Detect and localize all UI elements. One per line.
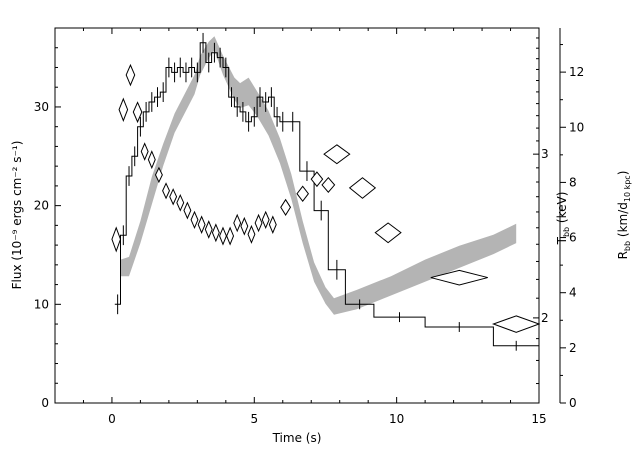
tbb-diamond-point <box>140 142 149 161</box>
tbb-diamond-point <box>132 101 143 124</box>
rbb-axis-label: Rbb (km/d10 kpc) <box>616 171 632 260</box>
tbb-diamond-point <box>125 63 136 87</box>
tbb-diamond-point <box>348 177 377 199</box>
rbb-tick-label: 10 <box>569 120 584 134</box>
y-tick-label: 0 <box>41 396 49 410</box>
axes-ticks <box>55 28 566 404</box>
rbb-tick-label: 6 <box>569 231 577 245</box>
tbb-diamond-point <box>247 224 256 244</box>
rbb-tick-label: 4 <box>569 286 577 300</box>
rbb-tick-label: 2 <box>569 341 577 355</box>
x-tick-label: 10 <box>389 412 404 426</box>
tbb-diamond-point <box>147 150 156 170</box>
plot-frame <box>54 27 540 404</box>
tbb-diamond-point <box>219 226 227 246</box>
tbb-diamond-point <box>261 210 270 230</box>
tbb-diamond-point <box>162 182 171 200</box>
x-axis-label: Time (s) <box>272 431 322 445</box>
x-tick-label: 5 <box>250 412 258 426</box>
y-tick-label: 20 <box>34 199 49 213</box>
x-tick-label: 0 <box>108 412 116 426</box>
tbb-diamond-point <box>254 213 263 233</box>
tbb-diamond-point <box>183 201 192 220</box>
tbb-diamond-point <box>190 210 199 230</box>
tbb-diamond-point <box>240 216 249 236</box>
tbb-diamond-point <box>176 194 185 212</box>
tbb-diamond-point <box>204 220 213 239</box>
tbb-diamond-point <box>154 166 163 184</box>
tbb-diamond-point <box>374 222 402 244</box>
y-axis-label: Flux (10⁻⁹ ergs cm⁻² s⁻¹) <box>10 141 24 290</box>
rbb-tick-label: 0 <box>569 396 577 410</box>
tbb-diamond-series <box>111 63 541 333</box>
tbb-diamond-point <box>321 176 336 194</box>
tbb-diamond-point <box>491 315 541 333</box>
flux-histogram-line <box>114 42 539 347</box>
tbb-diamond-point <box>430 269 488 286</box>
x-tick-label: 15 <box>531 412 546 426</box>
tbb-diamond-point <box>233 213 242 233</box>
tbb-diamond-point <box>268 215 277 234</box>
y-tick-label: 10 <box>34 297 49 311</box>
y-tick-label: 30 <box>34 100 49 114</box>
tbb-diamond-point <box>280 198 292 217</box>
tbb-diamond-point <box>310 171 324 188</box>
tbb-diamond-point <box>296 185 310 203</box>
tbb-diamond-point <box>226 226 235 246</box>
tbb-tick-label: 3 <box>541 147 549 161</box>
rbb-tick-label: 12 <box>569 65 584 79</box>
tbb-diamond-point <box>118 97 129 122</box>
tbb-diamond-point <box>111 226 122 253</box>
rbb-tick-label: 8 <box>569 175 577 189</box>
tbb-diamond-point <box>211 223 220 243</box>
tbb-diamond-point <box>323 144 351 165</box>
tbb-diamond-point <box>169 188 178 206</box>
tbb-tick-label: 2 <box>541 311 549 325</box>
tbb-axis-label: Tbb (keV) <box>555 192 571 246</box>
tbb-diamond-point <box>197 215 206 234</box>
flux-histogram-series <box>114 32 539 351</box>
